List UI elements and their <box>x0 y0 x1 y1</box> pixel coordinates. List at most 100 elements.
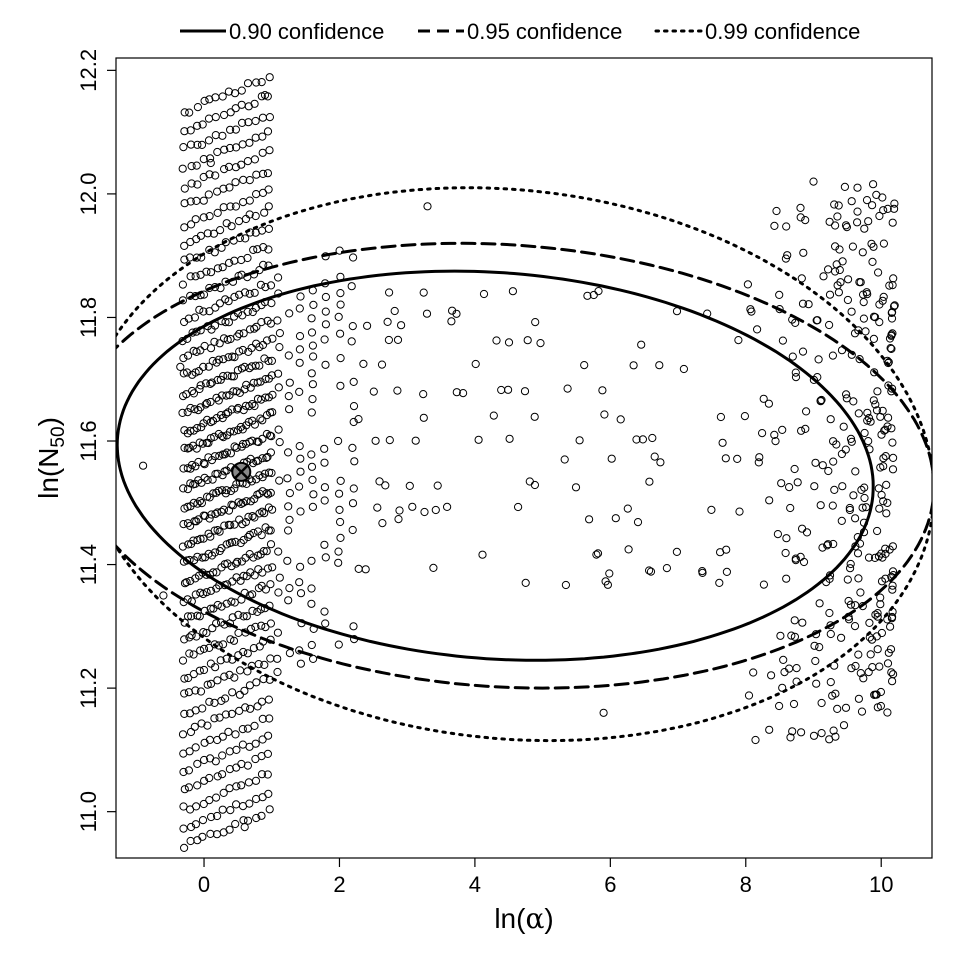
bootstrap-point <box>213 600 222 610</box>
bootstrap-point <box>583 291 592 300</box>
bootstrap-point <box>853 218 862 227</box>
bootstrap-point <box>882 480 891 489</box>
bootstrap-point <box>309 352 318 361</box>
bootstrap-point <box>208 624 217 633</box>
bootstrap-point <box>236 666 245 675</box>
bootstrap-point <box>307 640 316 650</box>
bootstrap-point <box>235 347 244 356</box>
bootstrap-point <box>213 676 222 685</box>
bootstrap-point <box>198 439 207 448</box>
bootstrap-point <box>888 218 897 227</box>
bootstrap-point <box>251 361 260 370</box>
bootstrap-point <box>218 471 227 480</box>
bootstrap-point <box>230 598 239 607</box>
bootstrap-point <box>601 577 610 586</box>
bootstrap-point <box>233 557 242 566</box>
bootstrap-point <box>260 208 269 217</box>
bootstrap-point <box>853 183 862 192</box>
bootstrap-point <box>560 455 569 464</box>
bootstrap-point <box>240 823 249 832</box>
bootstrap-point <box>873 645 882 654</box>
bootstrap-point <box>840 182 850 191</box>
bootstrap-point <box>257 318 266 327</box>
bootstrap-point <box>747 307 756 316</box>
bootstrap-point <box>236 422 245 432</box>
bootstrap-point <box>202 588 211 597</box>
bootstrap-point <box>880 426 889 435</box>
bootstrap-point <box>790 632 800 641</box>
bootstrap-point <box>179 369 188 378</box>
bootstrap-point <box>860 483 869 492</box>
bootstrap-point <box>810 641 819 650</box>
bootstrap-point <box>525 477 534 486</box>
bootstrap-point <box>307 408 316 417</box>
bootstrap-point <box>884 381 893 390</box>
bootstrap-point <box>258 132 267 141</box>
bootstrap-point <box>211 757 220 766</box>
bootstrap-point <box>594 287 603 296</box>
bootstrap-point <box>662 564 672 573</box>
bootstrap-point <box>833 704 842 714</box>
bootstrap-point <box>210 698 219 708</box>
bootstrap-point <box>883 204 892 213</box>
bootstrap-point <box>257 770 267 779</box>
bootstrap-point <box>759 394 768 403</box>
bootstrap-point <box>872 406 882 415</box>
bootstrap-point <box>207 812 216 822</box>
bootstrap-point <box>187 631 196 640</box>
bootstrap-point <box>191 215 200 224</box>
bootstrap-point <box>257 78 266 87</box>
bootstrap-point <box>349 484 358 493</box>
bootstrap-point <box>419 288 428 297</box>
bootstrap-point <box>296 467 305 476</box>
bootstrap-point <box>182 578 191 587</box>
bootstrap-point <box>334 312 343 321</box>
bootstrap-point <box>869 396 878 405</box>
bootstrap-point <box>672 547 682 557</box>
bootstrap-point <box>188 386 197 396</box>
bootstrap-point <box>204 136 214 145</box>
bootstrap-point <box>227 597 236 606</box>
bootstrap-point <box>178 542 187 551</box>
bootstrap-point <box>203 229 212 238</box>
bootstrap-point <box>877 490 886 500</box>
bootstrap-point <box>775 701 784 711</box>
bootstrap-point <box>274 588 283 597</box>
bootstrap-point <box>225 784 234 793</box>
bootstrap-point <box>186 272 195 281</box>
bootstrap-point <box>250 155 259 164</box>
bootstrap-point <box>853 207 862 216</box>
bootstrap-point <box>799 557 809 567</box>
bootstrap-point <box>159 591 168 600</box>
bootstrap-point <box>245 196 254 205</box>
bootstrap-point <box>206 434 215 443</box>
bootstrap-point <box>264 356 273 366</box>
bootstrap-point <box>716 548 725 557</box>
bootstrap-point <box>213 264 222 273</box>
bootstrap-point <box>735 507 744 516</box>
bootstrap-point <box>264 224 273 233</box>
bootstrap-point <box>580 361 589 370</box>
bootstrap-point <box>429 563 438 573</box>
bootstrap-point <box>347 337 356 346</box>
bootstrap-point <box>759 580 769 589</box>
confidence-ellipses <box>116 186 932 743</box>
bootstrap-point <box>336 381 345 390</box>
bootstrap-point <box>308 475 317 484</box>
bootstrap-point <box>258 454 267 463</box>
bootstrap-point <box>186 403 195 413</box>
x-tick-label: 6 <box>604 872 616 897</box>
bootstrap-point <box>225 143 235 153</box>
bootstrap-point <box>235 706 244 716</box>
bootstrap-point <box>255 361 264 370</box>
bootstrap-point <box>208 356 217 366</box>
bootstrap-point <box>844 596 853 606</box>
bootstrap-point <box>230 520 239 529</box>
bootstrap-point <box>191 590 200 599</box>
bootstrap-point <box>227 562 236 571</box>
bootstrap-point <box>856 588 865 597</box>
bootstrap-point <box>193 836 202 845</box>
bootstrap-point <box>833 212 842 221</box>
bootstrap-point <box>198 816 208 825</box>
bootstrap-point <box>267 356 276 365</box>
